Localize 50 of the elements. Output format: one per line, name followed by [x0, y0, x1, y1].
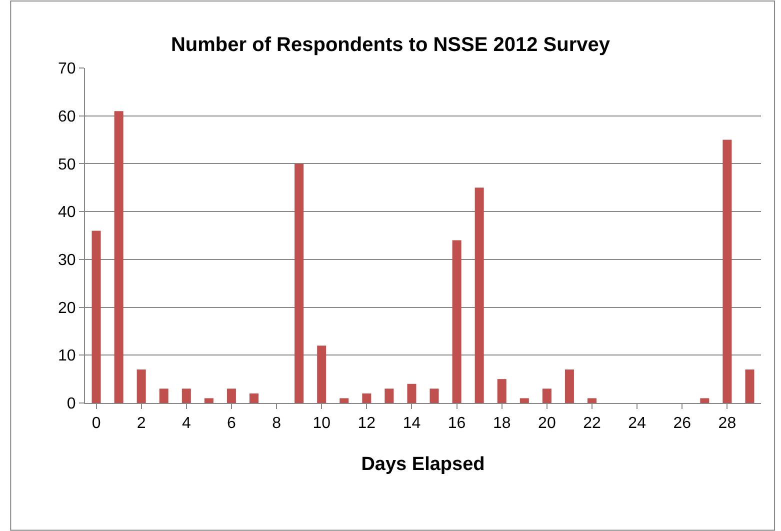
x-tick-label: 14 [402, 415, 421, 432]
bar [564, 370, 574, 403]
bar [474, 188, 484, 403]
y-tick-label: 40 [58, 204, 76, 222]
bar [294, 164, 304, 403]
x-tick-label: 22 [583, 415, 601, 432]
y-tick-label: 70 [58, 60, 76, 78]
bar [587, 398, 597, 403]
bar [317, 346, 326, 403]
x-tick-label: 6 [227, 415, 236, 432]
bar [182, 388, 191, 403]
x-tick-label: 20 [538, 415, 556, 432]
y-tick-label: 10 [58, 348, 76, 365]
bar [745, 370, 754, 403]
bar [136, 370, 146, 403]
bar [520, 398, 529, 403]
x-tick-label: 10 [312, 415, 331, 432]
bar [430, 388, 439, 403]
y-tick-label: 60 [58, 108, 76, 126]
bar [542, 388, 552, 403]
x-tick-label: 12 [358, 415, 376, 432]
x-tick-label: 24 [628, 415, 646, 432]
x-tick-label: 28 [718, 415, 736, 432]
y-tick-label: 20 [58, 300, 76, 317]
x-tick-label: 0 [92, 415, 101, 432]
y-tick-label: 0 [66, 396, 76, 413]
bar [92, 230, 101, 403]
x-tick-label: 18 [492, 415, 511, 432]
bar [384, 388, 394, 403]
x-tick-label: 26 [673, 415, 692, 432]
bar [362, 393, 372, 403]
bar [114, 111, 124, 403]
bar [407, 384, 416, 403]
bar [340, 398, 349, 403]
x-tick-label: 8 [272, 415, 282, 432]
x-tick-label: 2 [136, 415, 146, 432]
x-tick-label: 16 [448, 415, 466, 432]
bar [204, 398, 214, 403]
bar [497, 379, 506, 403]
x-axis-title: Days Elapsed [361, 454, 485, 475]
bar [722, 140, 732, 403]
x-tick-label: 4 [182, 415, 191, 432]
y-tick-label: 30 [58, 252, 76, 270]
bar [159, 388, 168, 403]
bar [249, 393, 259, 403]
bar [226, 388, 236, 403]
bar [452, 240, 462, 403]
y-tick-label: 50 [58, 156, 76, 174]
chart-title: Number of Respondents to NSSE 2012 Survey [170, 34, 611, 56]
bar [700, 398, 710, 403]
